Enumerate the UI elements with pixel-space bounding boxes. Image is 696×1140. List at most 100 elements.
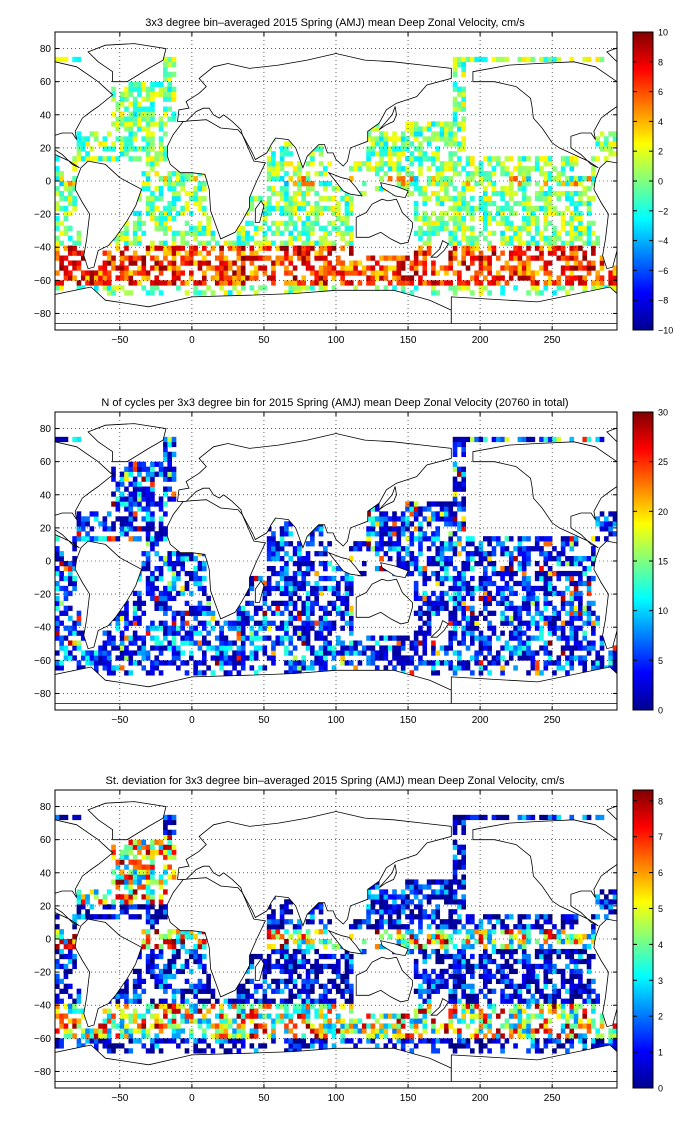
heatmap-cell <box>128 655 134 661</box>
heatmap-cell <box>245 235 250 241</box>
heatmap-cell <box>132 889 138 895</box>
heatmap-cell <box>145 1033 151 1039</box>
heatmap-cell <box>275 200 281 207</box>
heatmap-cell <box>366 531 371 537</box>
heatmap-cell <box>521 220 527 226</box>
heatmap-cell <box>72 939 77 945</box>
heatmap-cell <box>344 200 350 207</box>
heatmap-cell <box>240 630 246 636</box>
heatmap-cell <box>452 541 458 547</box>
heatmap-cell <box>318 146 324 152</box>
heatmap-cell <box>595 136 600 142</box>
heatmap-cell <box>132 526 138 532</box>
heatmap-cell <box>98 650 103 656</box>
heatmap-cell <box>482 436 488 443</box>
heatmap-cell <box>314 600 319 606</box>
heatmap-cell <box>201 625 207 631</box>
heatmap-cell <box>517 565 523 572</box>
heatmap-cell <box>547 240 553 246</box>
heatmap-cell <box>500 630 505 636</box>
heatmap-cell <box>461 570 466 577</box>
heatmap-cell <box>158 556 164 562</box>
heatmap-cell <box>158 590 164 597</box>
heatmap-cell <box>67 1018 73 1024</box>
heatmap-cell <box>176 929 181 935</box>
heatmap-cell <box>565 240 570 246</box>
heatmap-cell <box>470 195 475 202</box>
heatmap-cell <box>141 655 147 661</box>
heatmap-cell <box>461 506 466 512</box>
heatmap-cell <box>366 265 371 271</box>
heatmap-cell <box>482 585 488 592</box>
heatmap-cell <box>201 605 207 611</box>
heatmap-cell <box>72 580 77 587</box>
heatmap-cell <box>461 580 466 587</box>
heatmap-cell <box>184 1038 190 1044</box>
heatmap-cell <box>513 615 518 621</box>
heatmap-cell <box>500 190 505 197</box>
heatmap-cell <box>55 914 60 920</box>
heatmap-cell <box>171 235 177 241</box>
heatmap-cell <box>106 260 112 266</box>
heatmap-cell <box>487 575 492 582</box>
heatmap-cell <box>521 195 527 202</box>
heatmap-cell <box>383 255 389 261</box>
heatmap-cell <box>323 565 328 572</box>
heatmap-cell <box>348 630 354 636</box>
heatmap-cell <box>163 814 168 821</box>
heatmap-cell <box>292 181 298 187</box>
heatmap-cell <box>539 195 544 202</box>
heatmap-cell <box>145 968 151 975</box>
heatmap-cell <box>145 909 151 915</box>
heatmap-cell <box>370 136 376 142</box>
heatmap-cell <box>444 516 449 522</box>
heatmap-cell <box>452 466 458 472</box>
heatmap-cell <box>560 210 566 217</box>
heatmap-cell <box>448 285 454 291</box>
heatmap-cell <box>409 660 415 666</box>
heatmap-cell <box>106 670 112 676</box>
heatmap-cell <box>93 136 99 142</box>
heatmap-cell <box>72 185 77 192</box>
heatmap-cell <box>331 285 337 291</box>
heatmap-cell <box>189 575 194 582</box>
heatmap-cell <box>465 171 471 177</box>
heatmap-cell <box>491 655 497 661</box>
heatmap-cell <box>150 1023 155 1029</box>
heatmap-cell <box>266 546 272 552</box>
heatmap-cell <box>59 195 64 202</box>
heatmap-cell <box>444 541 449 547</box>
heatmap-cell <box>167 854 173 860</box>
heatmap-cell <box>163 968 168 975</box>
heatmap-cell <box>435 501 441 507</box>
heatmap-cell <box>310 225 315 231</box>
heatmap-cell <box>478 635 484 641</box>
heatmap-cell <box>145 171 151 177</box>
heatmap-cell <box>128 141 134 147</box>
heatmap-cell <box>271 546 276 552</box>
heatmap-cell <box>387 645 393 651</box>
coastline <box>87 43 167 83</box>
heatmap-cell <box>292 245 298 251</box>
heatmap-cell <box>145 919 151 925</box>
heatmap-cell <box>310 590 315 597</box>
heatmap-cell <box>344 650 350 656</box>
heatmap-cell <box>353 645 358 651</box>
heatmap-cell <box>158 506 164 512</box>
heatmap-cell <box>500 195 505 202</box>
heatmap-cell <box>141 476 147 482</box>
heatmap-cell <box>279 556 285 562</box>
heatmap-cell <box>240 255 246 261</box>
heatmap-cell <box>201 210 207 217</box>
heatmap-cell <box>102 645 108 651</box>
heatmap-cell <box>573 570 579 577</box>
heatmap-cell <box>163 56 168 63</box>
heatmap-cell <box>478 610 484 616</box>
heatmap-cell <box>219 645 224 651</box>
heatmap-cell <box>418 225 423 231</box>
heatmap-cell <box>158 466 164 472</box>
heatmap-cell <box>158 156 164 162</box>
heatmap-cell <box>150 471 155 477</box>
heatmap-cell <box>59 660 64 666</box>
